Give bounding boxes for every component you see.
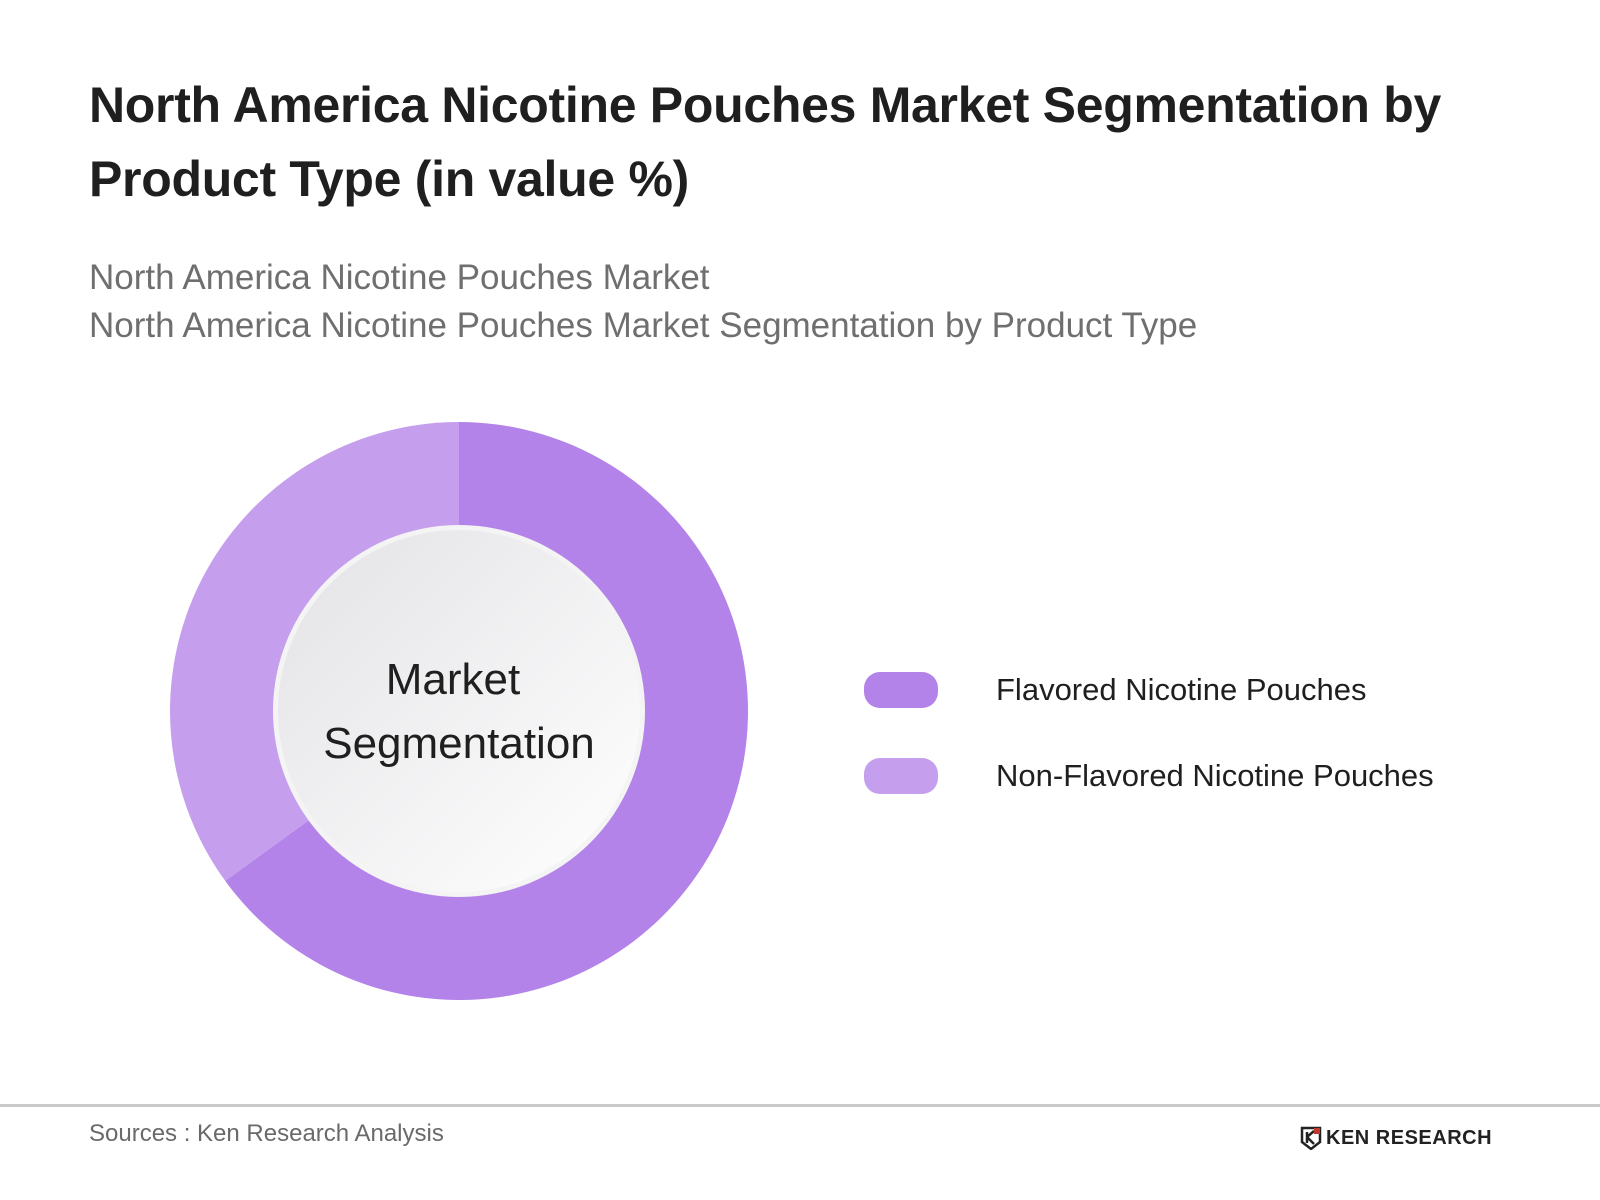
logo-text: KEN RESEARCH — [1326, 1126, 1493, 1149]
legend-label-non-flavored: Non-Flavored Nicotine Pouches — [996, 758, 1434, 793]
legend-label-flavored: Flavored Nicotine Pouches — [996, 672, 1367, 707]
chart-legend: Flavored Nicotine Pouches Non-Flavored N… — [864, 672, 1434, 844]
legend-swatch-non-flavored — [864, 758, 938, 794]
legend-item-flavored: Flavored Nicotine Pouches — [864, 672, 1434, 708]
legend-swatch-flavored — [864, 672, 938, 708]
center-label-line1: Market — [386, 655, 520, 704]
ken-research-logo: KEN RESEARCH — [1300, 1126, 1492, 1150]
legend-item-non-flavored: Non-Flavored Nicotine Pouches — [864, 758, 1434, 794]
chart-subtitle-market: North America Nicotine Pouches Market — [89, 258, 710, 297]
chart-subtitle-segmentation: North America Nicotine Pouches Market Se… — [89, 306, 1198, 345]
ken-logo-icon — [1300, 1126, 1322, 1150]
footer-divider — [0, 1104, 1600, 1107]
donut-chart: Market Segmentation — [170, 422, 748, 1000]
chart-title: North America Nicotine Pouches Market Se… — [89, 77, 1441, 207]
center-disc — [278, 530, 640, 892]
source-note: Sources : Ken Research Analysis — [89, 1120, 444, 1147]
center-label-line2: Segmentation — [323, 719, 595, 768]
